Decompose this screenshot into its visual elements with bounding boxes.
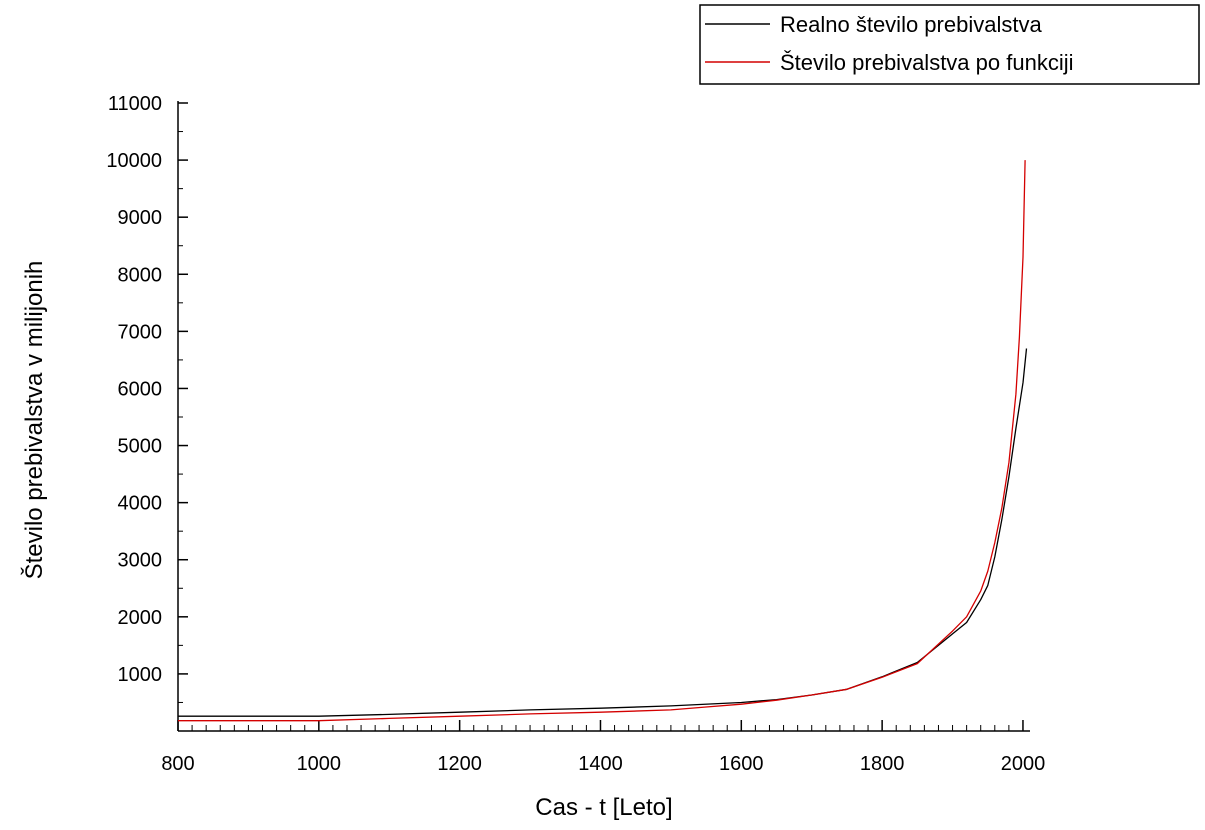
y-tick-label: 7000 bbox=[118, 321, 163, 343]
y-tick-label: 4000 bbox=[118, 493, 163, 515]
y-tick-label: 11000 bbox=[108, 93, 162, 115]
x-tick-label: 1800 bbox=[860, 753, 905, 775]
x-tick-label: 2000 bbox=[1001, 753, 1046, 775]
y-tick-label: 5000 bbox=[118, 436, 163, 458]
x-tick-label: 1400 bbox=[578, 753, 623, 775]
legend-label-2: Število prebivalstva po funkciji bbox=[780, 50, 1073, 75]
series-line-2 bbox=[178, 160, 1026, 722]
y-tick-label: 3000 bbox=[118, 550, 163, 572]
x-tick-label: 1000 bbox=[297, 753, 342, 775]
legend: Realno število prebivalstva Število prebi… bbox=[699, 4, 1200, 85]
y-tick-label: 10000 bbox=[106, 150, 162, 172]
legend-box bbox=[699, 4, 1200, 85]
y-tick-label: 8000 bbox=[118, 264, 163, 286]
x-tick-label: 1600 bbox=[719, 753, 764, 775]
x-axis-title: Cas - t [Leto] bbox=[535, 794, 672, 821]
y-tick-label: 1000 bbox=[118, 664, 163, 686]
y-tick-label: 9000 bbox=[118, 207, 163, 229]
series-layer bbox=[178, 160, 1028, 722]
series-line-1 bbox=[178, 348, 1028, 717]
x-tick-label: 1200 bbox=[437, 753, 482, 775]
x-tick-label: 800 bbox=[161, 753, 194, 775]
y-tick-label: 2000 bbox=[118, 607, 163, 629]
y-axis-title: Število prebivalstva v milijonih bbox=[20, 261, 48, 580]
legend-label-1: Realno število prebivalstva bbox=[780, 12, 1042, 37]
y-tick-label: 6000 bbox=[118, 378, 163, 400]
axes: 1000 2000 3000 4000 5000 6000 7000 8000 9000 1000… bbox=[106, 93, 1045, 775]
